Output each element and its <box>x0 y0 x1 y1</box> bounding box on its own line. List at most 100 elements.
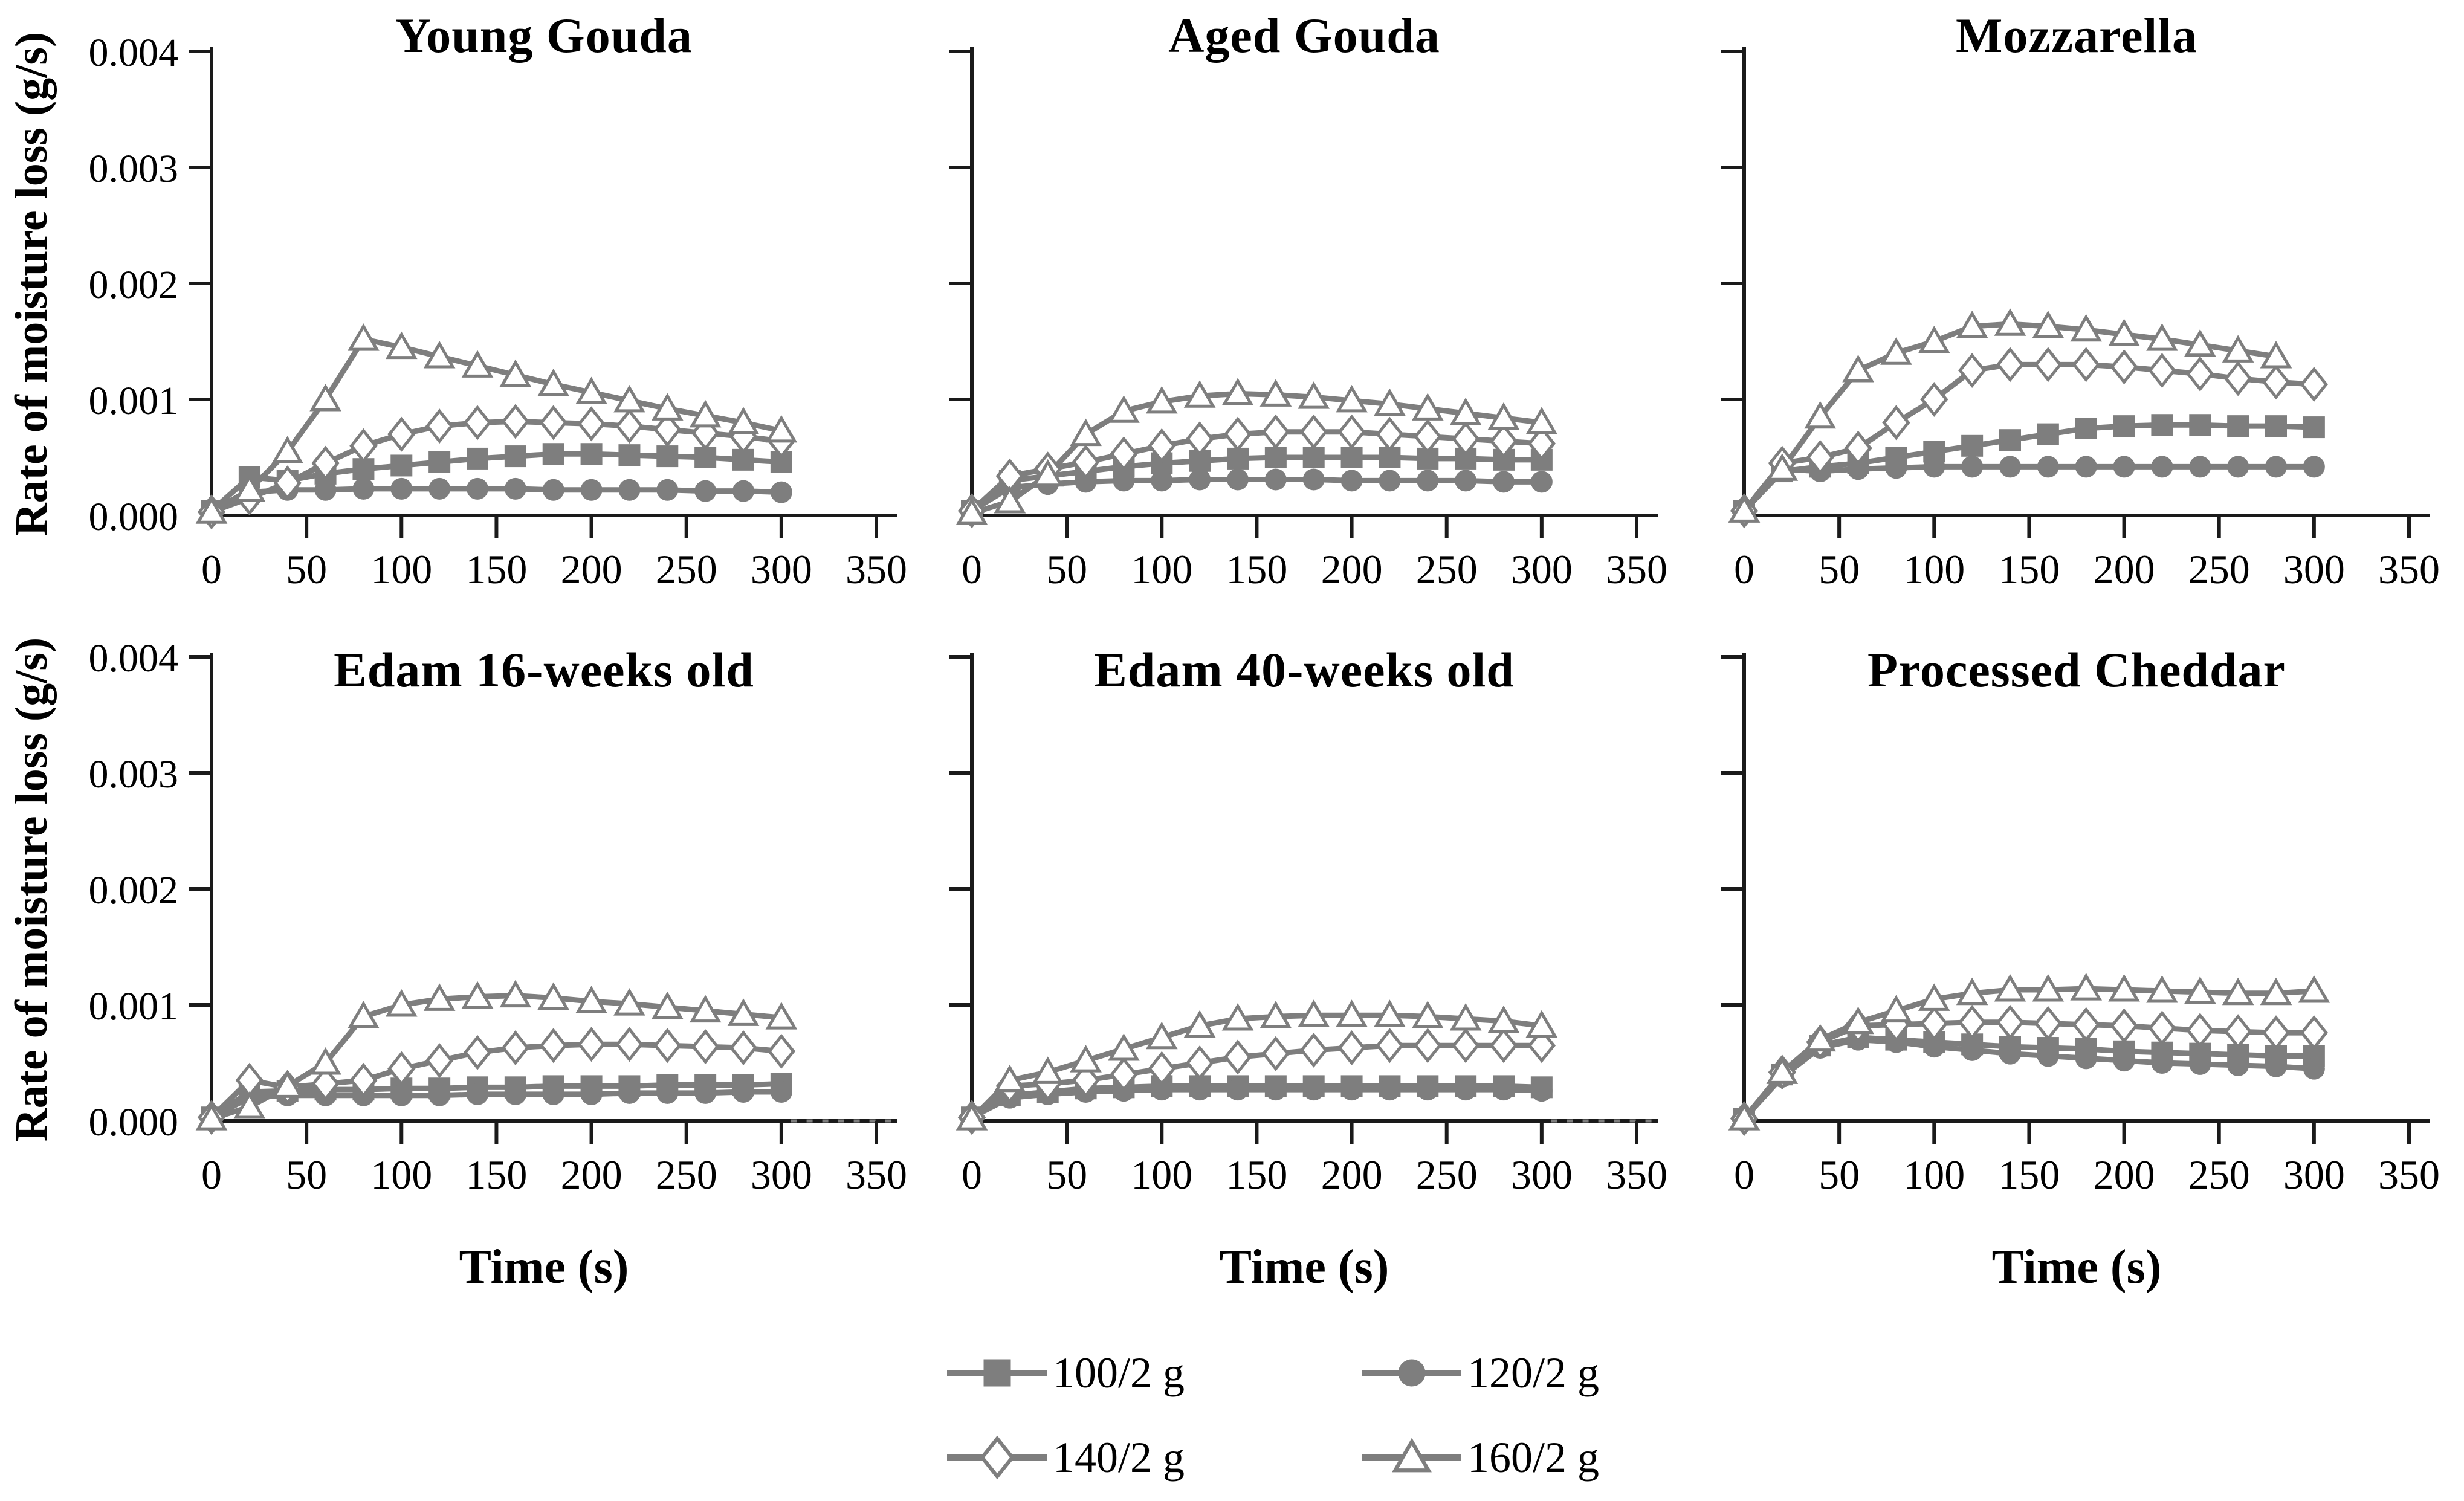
diamond-open-icon <box>1223 416 1252 452</box>
legend-label: 100/2 g <box>1053 1348 1185 1397</box>
triangle-open-icon <box>2184 329 2216 357</box>
triangle-open-icon <box>727 998 760 1026</box>
circle-filled-icon <box>1455 1079 1477 1101</box>
diamond-open-icon <box>1527 425 1556 461</box>
diamond-open-icon <box>2034 1006 2063 1041</box>
triangle-open-icon <box>1728 1103 1761 1131</box>
circle-filled-icon <box>1961 1039 1984 1061</box>
legend-label: 160/2 g <box>1467 1433 1600 1482</box>
diamond-open-icon <box>947 1435 1047 1480</box>
series-line-140-2-g <box>209 1041 784 1120</box>
triangle-open-icon <box>2032 311 2065 338</box>
circle-filled-icon <box>504 1083 526 1105</box>
x-tick-label: 200 <box>2094 546 2155 592</box>
triangle-open-icon <box>1728 495 1761 523</box>
x-tick-label: 50 <box>1819 546 1860 592</box>
y-tick-label: 0.004 <box>89 31 179 75</box>
diamond-open-icon <box>2223 1014 2252 1050</box>
circle-filled-icon <box>618 1082 641 1104</box>
diamond-open-icon <box>2300 367 2329 402</box>
legend-label: 140/2 g <box>1053 1433 1185 1482</box>
triangle-open-icon <box>2260 340 2292 369</box>
circle-filled-icon <box>770 1081 792 1103</box>
triangle-open-icon <box>1259 379 1292 407</box>
square-filled-icon <box>542 443 564 465</box>
x-tick-label: 150 <box>1226 546 1287 592</box>
triangle-open-icon <box>575 986 607 1013</box>
circle-filled-icon <box>618 479 641 501</box>
square-filled-icon <box>1999 429 2021 451</box>
square-filled-icon <box>1302 447 1325 468</box>
square-filled-icon <box>656 445 679 468</box>
circle-filled-icon <box>580 1083 603 1105</box>
x-tick-label: 300 <box>2283 1152 2345 1198</box>
triangle-open-icon <box>499 980 532 1008</box>
triangle-open-icon <box>1956 977 1988 1006</box>
triangle-open-icon <box>651 393 684 421</box>
triangle-open-icon <box>1766 1056 1799 1084</box>
diamond-open-icon <box>273 465 302 501</box>
circle-filled-icon <box>2075 1047 2097 1070</box>
triangle-open-icon <box>1994 308 2026 336</box>
y-tick-label: 0.002 <box>89 263 179 307</box>
circle-filled-icon <box>694 1082 717 1104</box>
y-axis-title-bottom: Rate of moisture loss (g/s) <box>6 637 57 1142</box>
triangle-open-icon <box>309 1047 341 1075</box>
series-markers-140-2-g <box>1730 1004 2329 1137</box>
circle-filled-icon <box>467 1083 488 1105</box>
circle-filled-icon <box>2189 456 2211 478</box>
legend-item-160-2g: 160/2 g <box>1359 1427 1599 1488</box>
chart-title-edam-16: Edam 16-weeks old <box>334 642 754 697</box>
triangle-open-icon <box>1070 418 1102 447</box>
circle-filled-icon <box>2303 456 2325 478</box>
square-filled-icon <box>947 1359 1047 1387</box>
circle-filled-icon <box>1264 468 1287 491</box>
triangle-open-icon <box>499 359 532 387</box>
x-tick-label: 0 <box>1734 1152 1754 1198</box>
triangle-open-icon <box>1362 1438 1461 1473</box>
x-tick-label: 350 <box>2378 1152 2440 1198</box>
diamond-open-icon <box>1451 421 1480 457</box>
triangle-open-icon <box>1880 337 1912 365</box>
triangle-open-icon <box>727 407 760 434</box>
x-tick-label: 200 <box>561 1152 622 1198</box>
square-filled-icon <box>467 447 488 470</box>
diamond-open-icon <box>2262 1015 2291 1051</box>
circle-filled-icon <box>580 479 603 501</box>
diamond-open-icon <box>767 1033 796 1069</box>
circle-filled-icon <box>314 479 337 501</box>
circle-filled-icon <box>1493 1079 1515 1101</box>
diamond-open-icon <box>1376 1028 1404 1064</box>
circle-filled-icon <box>1999 456 2021 478</box>
legend-label: 120/2 g <box>1467 1348 1600 1397</box>
diamond-open-icon <box>463 405 492 441</box>
triangle-open-icon <box>1956 311 1988 338</box>
diamond-open-icon <box>1185 421 1214 457</box>
triangle-open-icon <box>1392 1438 1432 1473</box>
x-tick-label: 200 <box>1321 546 1383 592</box>
triangle-open-icon <box>348 1001 380 1028</box>
circle-filled-icon <box>2303 1057 2325 1080</box>
triangle-open-icon <box>2260 977 2292 1006</box>
series-line-160-2-g <box>969 1012 1545 1122</box>
circle-filled-icon <box>1999 1042 2021 1065</box>
diamond-open-icon <box>387 416 416 452</box>
triangle-open-icon <box>1525 1010 1558 1038</box>
circle-filled-icon <box>2037 456 2059 478</box>
triangle-open-icon <box>2146 975 2178 1003</box>
triangle-open-icon <box>1994 974 2026 1002</box>
x-tick-label: 100 <box>1131 1152 1192 1198</box>
triangle-open-icon <box>1411 393 1444 421</box>
series-line-100-2-g <box>1741 422 2317 514</box>
chart-edam-16-weeks-old: 0.000 0.001 0.002 0.003 0.004 0 50 100 150 200 250… <box>89 636 908 1198</box>
square-filled-icon <box>428 451 451 473</box>
diamond-open-icon <box>1072 1062 1100 1098</box>
diamond-open-icon <box>2186 1013 2214 1048</box>
diamond-open-icon <box>1299 414 1328 450</box>
circle-filled-icon <box>1227 1079 1249 1101</box>
circle-filled-icon <box>1530 471 1553 493</box>
diamond-open-icon <box>1261 1036 1290 1071</box>
triangle-open-icon <box>1070 1045 1102 1073</box>
x-tick-label: 150 <box>465 546 527 592</box>
circle-filled-icon <box>467 477 488 500</box>
